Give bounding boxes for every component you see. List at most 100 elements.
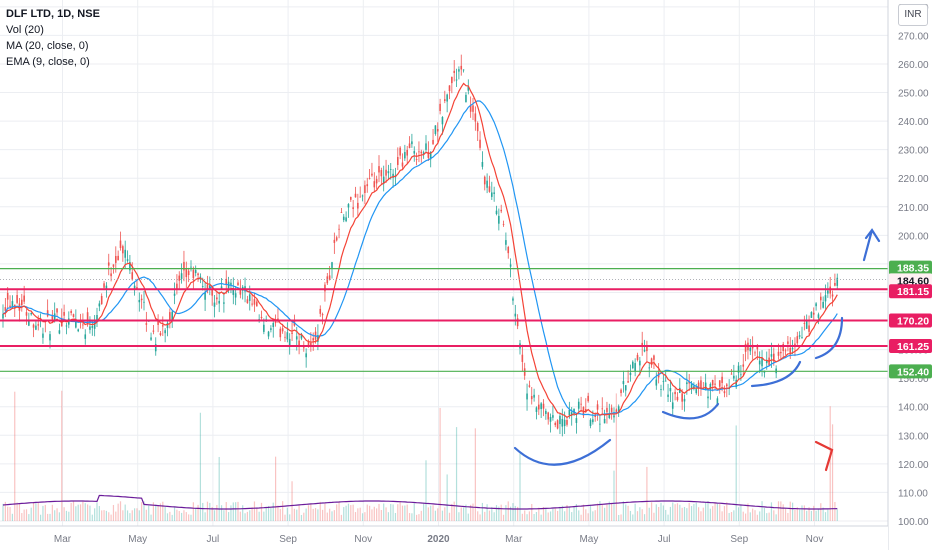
candle: [780, 347, 782, 359]
currency-button[interactable]: INR: [898, 4, 928, 26]
volume-bar: [164, 506, 166, 521]
legend-ma[interactable]: MA (20, close, 0): [6, 40, 89, 52]
candle-body: [587, 395, 589, 402]
volume-bar: [408, 513, 411, 521]
volume-bar: [176, 509, 178, 521]
volume-bar: [604, 507, 606, 521]
candle-body: [455, 79, 458, 81]
candle-body: [483, 176, 486, 185]
candle: [538, 394, 540, 416]
candle-body: [415, 159, 418, 160]
candle: [216, 291, 218, 305]
volume-bar: [87, 504, 89, 521]
up-arrow-annotation: [862, 228, 881, 262]
candle-body: [594, 415, 596, 417]
legend-ema[interactable]: EMA (9, close, 0): [6, 56, 90, 68]
volume-bar: [155, 504, 157, 521]
volume-bar: [25, 509, 28, 521]
candle-body: [35, 325, 37, 330]
candle: [742, 354, 745, 376]
volume-bar: [698, 507, 700, 521]
volume-bar: [662, 505, 664, 521]
legend-volume[interactable]: Vol (20): [6, 24, 44, 36]
candle-body: [312, 338, 314, 341]
volume-bar: [801, 505, 803, 521]
candle: [458, 66, 460, 80]
volume-bar: [827, 509, 829, 521]
candle-body: [634, 363, 636, 372]
candle-body: [138, 299, 141, 303]
candle: [21, 293, 23, 312]
candle: [446, 93, 448, 113]
candle: [375, 175, 378, 190]
volume-bar: [709, 508, 711, 521]
candle: [411, 133, 413, 148]
volume-bar: [305, 508, 307, 521]
candle: [448, 85, 451, 100]
volume-bar: [434, 510, 436, 521]
candle-body: [194, 270, 197, 274]
candle: [342, 214, 345, 223]
volume-bar: [277, 505, 279, 521]
volume-bar: [568, 506, 570, 521]
candle-body: [162, 325, 164, 327]
x-tick-label: Jul: [207, 534, 220, 545]
candle-body: [709, 383, 712, 390]
candle: [476, 121, 479, 141]
candle: [787, 336, 789, 352]
volume-bar: [559, 506, 561, 521]
candle: [6, 287, 9, 310]
candle: [100, 293, 103, 305]
candle-body: [481, 162, 484, 167]
candle: [455, 68, 458, 87]
volume-bar: [173, 507, 176, 521]
candle: [465, 92, 467, 103]
volume-bar: [136, 508, 138, 521]
candle: [192, 266, 195, 290]
volume-bar: [28, 514, 30, 521]
candle-body: [375, 179, 378, 184]
candle-body: [683, 398, 686, 402]
volume-bar: [796, 507, 798, 521]
candle-body: [192, 269, 195, 279]
candle-body: [373, 181, 376, 188]
volume-bar: [293, 508, 295, 521]
candle-body: [620, 389, 622, 394]
candle-body: [573, 408, 575, 414]
candle-body: [256, 301, 258, 307]
candle-body: [425, 143, 427, 150]
volume-bar: [528, 511, 530, 521]
candle: [815, 302, 817, 311]
candle-body: [467, 86, 470, 91]
candle-body: [509, 264, 512, 267]
volume-bar: [606, 504, 608, 521]
candle-body: [601, 408, 604, 410]
volume-bar: [780, 501, 782, 521]
volume-bar: [213, 510, 216, 521]
candle: [65, 322, 68, 335]
candle-body: [679, 387, 681, 393]
volume-bar: [211, 507, 213, 521]
candle-body: [697, 382, 700, 388]
candle: [488, 175, 491, 193]
candle: [9, 295, 11, 308]
candle: [575, 413, 578, 434]
candle: [519, 339, 521, 355]
volume-bar: [594, 510, 596, 521]
volume-bar: [810, 510, 812, 521]
candle: [693, 382, 695, 391]
candle: [162, 316, 164, 336]
candle-body: [608, 413, 611, 418]
candle-body: [197, 273, 199, 276]
candle: [711, 379, 714, 392]
candle-body: [726, 384, 728, 387]
candle-body: [30, 312, 32, 315]
candle-body: [451, 77, 453, 84]
candle: [347, 203, 350, 218]
candle-body: [397, 157, 399, 165]
candle-body: [704, 382, 707, 391]
volume-bar: [171, 514, 173, 521]
x-tick-label: May: [128, 534, 147, 545]
